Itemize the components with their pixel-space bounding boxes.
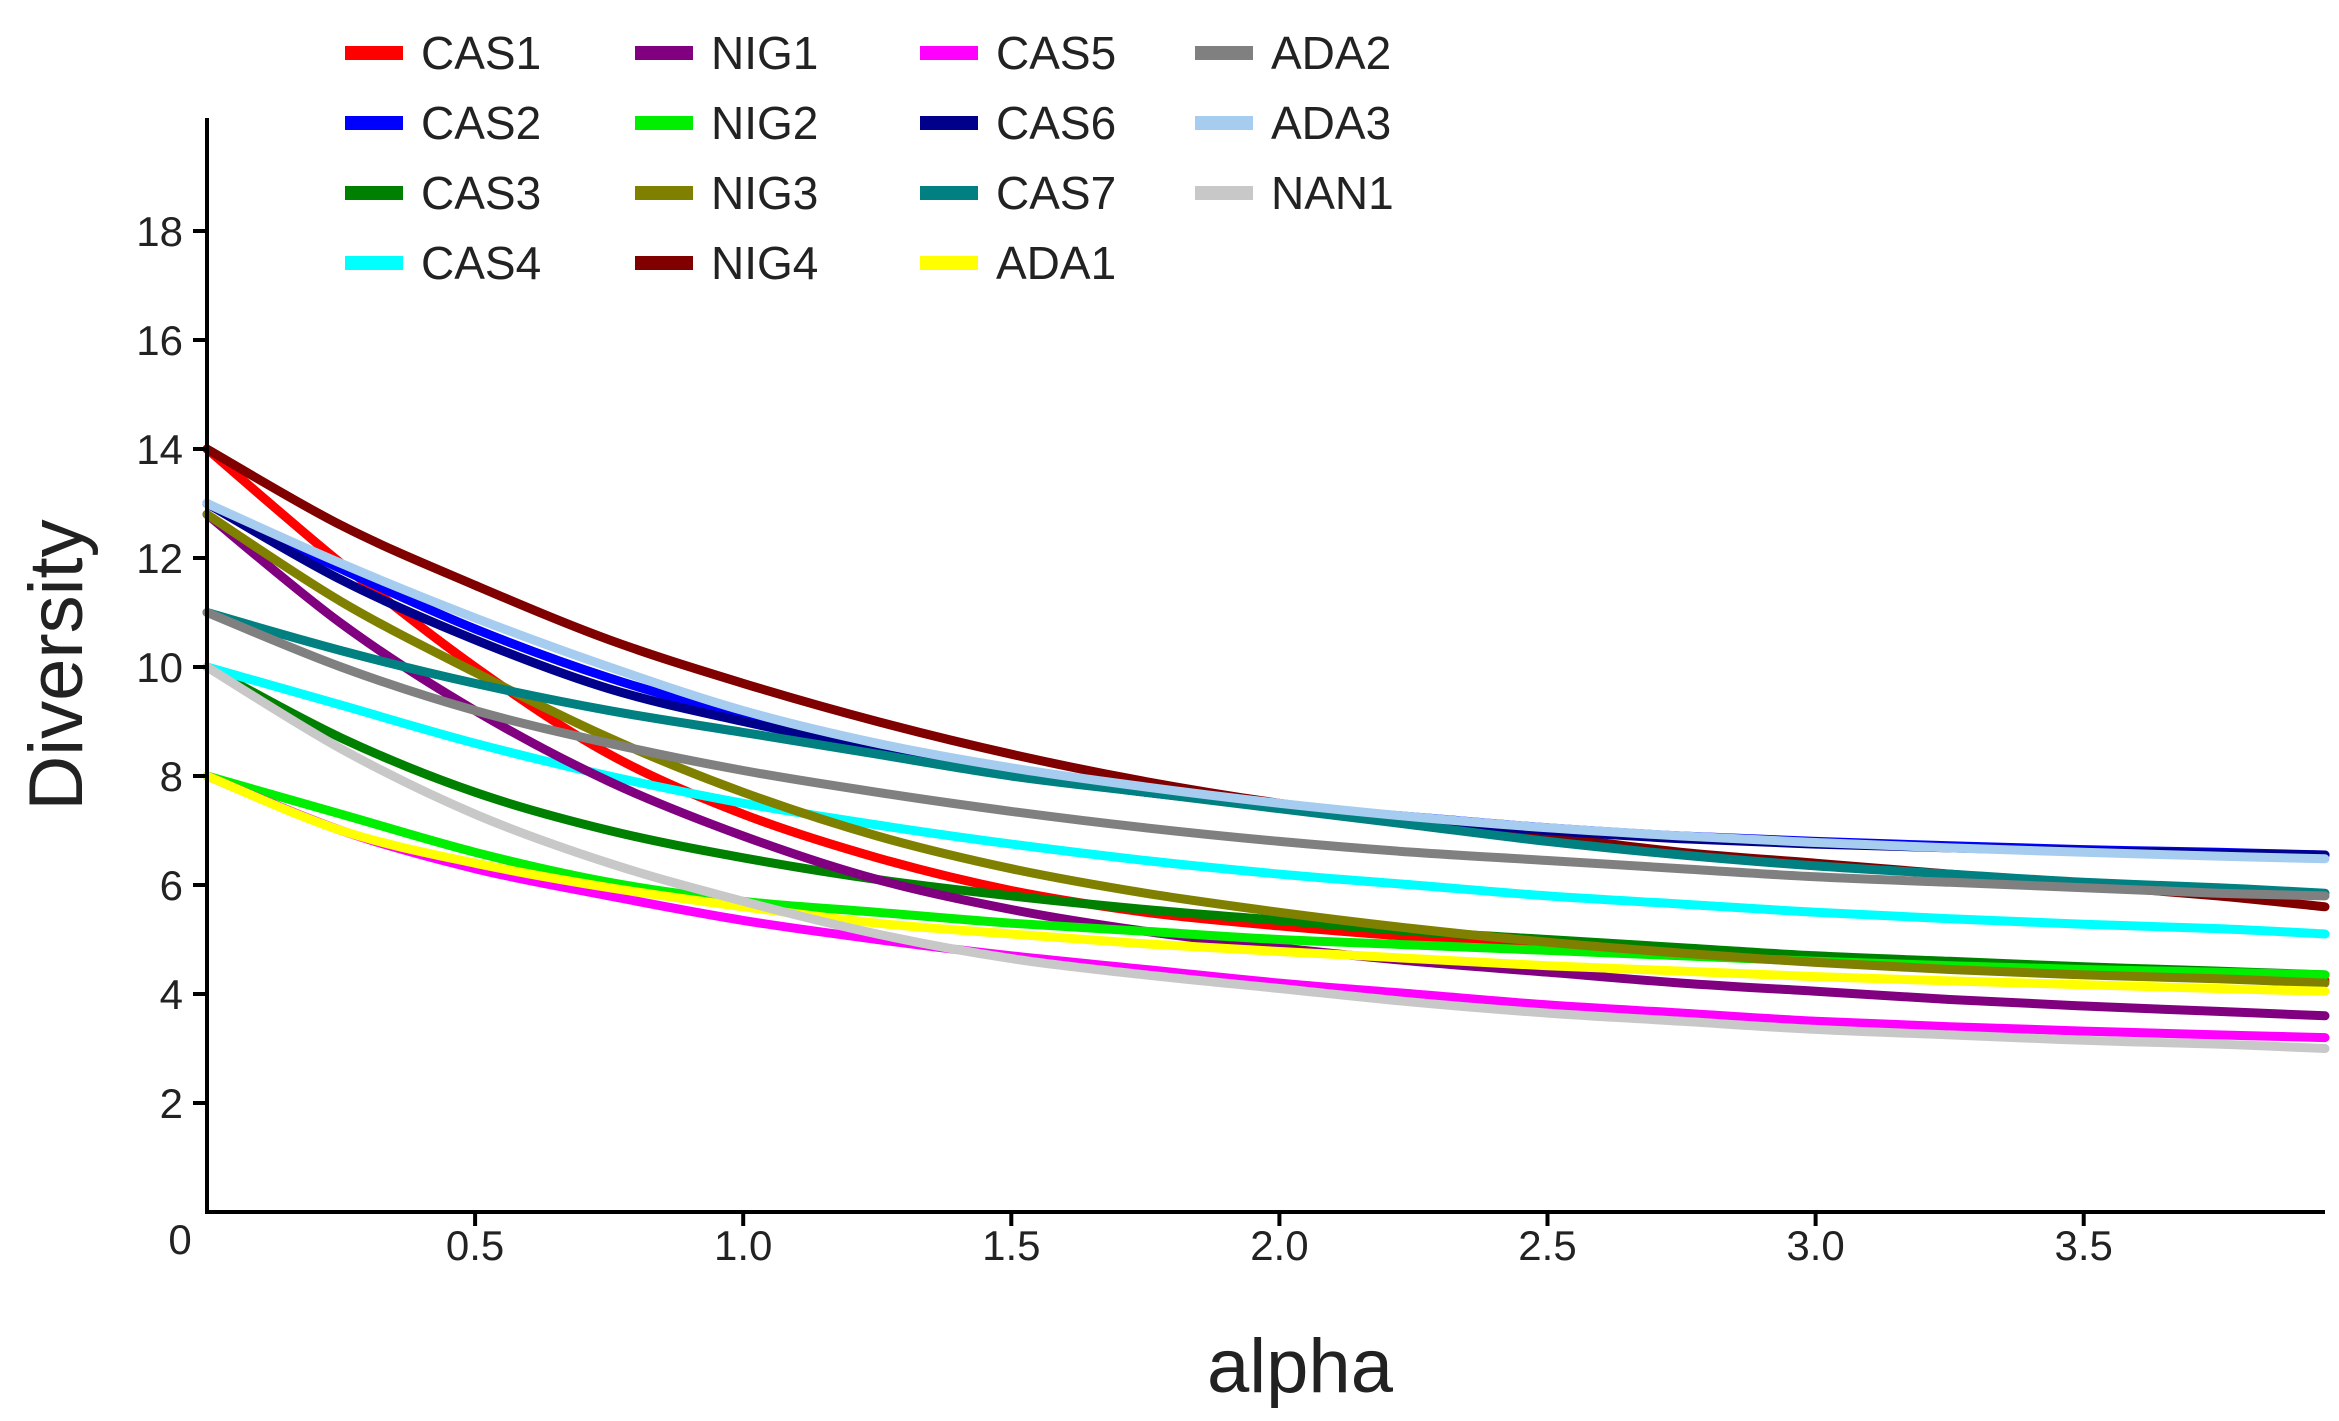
tick-layer: 0.5 1.0 1.5 2.0 2.5 3.0 3.5 2 4 6 8 10 12 14 16 18 [136, 208, 2113, 1269]
series-line-ada2 [202, 608, 2330, 901]
y-tick-label: 8 [160, 753, 183, 800]
legend-label-cas6: CAS6 [996, 97, 1116, 149]
x-tick-label: 1.0 [714, 1222, 772, 1269]
legend: CAS1 CAS2 CAS3 CAS4 NIG1 NIG2 NIG3 NIG4 CAS5 CAS6… [345, 27, 1394, 289]
series-line-ada3 [202, 499, 2330, 864]
y-tick-label: 18 [136, 208, 183, 255]
legend-label-cas4: CAS4 [421, 237, 541, 289]
legend-label-cas7: CAS7 [996, 167, 1116, 219]
series-line-cas4 [202, 662, 2330, 939]
origin-label: 0 [168, 1216, 191, 1263]
series-line-nig1 [202, 509, 2330, 1021]
legend-label-nig2: NIG2 [711, 97, 818, 149]
x-tick-label: 2.5 [1518, 1222, 1576, 1269]
x-tick-label: 2.0 [1250, 1222, 1308, 1269]
legend-label-cas2: CAS2 [421, 97, 541, 149]
y-tick-label: 14 [136, 426, 183, 473]
x-tick-label: 3.0 [1786, 1222, 1844, 1269]
series-layer [202, 444, 2330, 1053]
legend-label-ada1: ADA1 [996, 237, 1116, 289]
y-axis-title: Diversity [14, 519, 99, 810]
legend-label-nig1: NIG1 [711, 27, 818, 79]
legend-label-ada3: ADA3 [1271, 97, 1391, 149]
y-tick-label: 2 [160, 1080, 183, 1127]
x-axis-title: alpha [1207, 1324, 1394, 1409]
series-line-cas7 [202, 608, 2330, 898]
series-line-cas1 [202, 444, 2330, 985]
legend-label-ada2: ADA2 [1271, 27, 1391, 79]
y-tick-label: 10 [136, 644, 183, 691]
legend-label-cas3: CAS3 [421, 167, 541, 219]
x-tick-label: 1.5 [982, 1222, 1040, 1269]
y-tick-label: 12 [136, 535, 183, 582]
y-tick-label: 16 [136, 317, 183, 364]
y-tick-label: 6 [160, 862, 183, 909]
series-line-cas5 [202, 771, 2330, 1043]
x-tick-label: 0.5 [446, 1222, 504, 1269]
y-tick-label: 4 [160, 971, 183, 1018]
series-line-nan1 [202, 662, 2330, 1053]
legend-label-cas1: CAS1 [421, 27, 541, 79]
legend-label-nan1: NAN1 [1271, 167, 1394, 219]
x-tick-label: 3.5 [2055, 1222, 2113, 1269]
series-line-nig3 [202, 509, 2330, 988]
legend-label-nig4: NIG4 [711, 237, 818, 289]
legend-label-nig3: NIG3 [711, 167, 818, 219]
legend-label-cas5: CAS5 [996, 27, 1116, 79]
series-line-ada1 [202, 771, 2330, 996]
